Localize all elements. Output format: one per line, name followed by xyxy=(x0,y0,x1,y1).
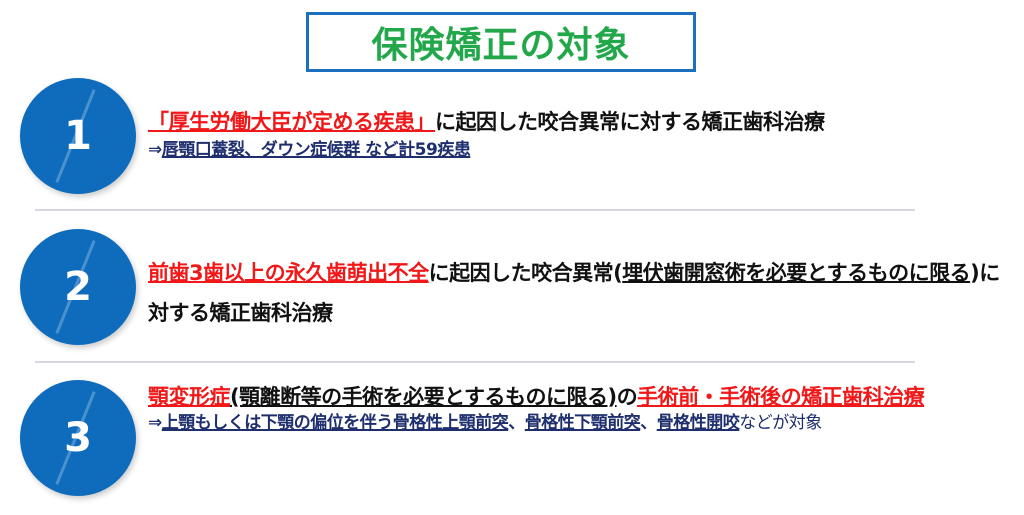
page-title: 保険矯正の対象 xyxy=(371,25,631,66)
item-main-text: 前歯3歯以上の永久歯萌出不全に起因した咬合異常(埋伏歯開窓術を必要とするものに限… xyxy=(148,253,1013,333)
text-segment: の xyxy=(616,385,638,409)
number-badge-1: 1 xyxy=(20,78,136,194)
text-segment: 、 xyxy=(640,413,657,433)
text-segment: 唇顎口蓋裂、ダウン症候群 など計59疾患 xyxy=(161,140,471,160)
number-label: 3 xyxy=(64,415,92,461)
text-segment: (顎離断等の手術を必要とするものに限る) xyxy=(230,385,617,409)
item-main-text: 顎変形症(顎離断等の手術を必要とするものに限る)の手術前・手術後の矯正歯科治療 xyxy=(148,383,1013,412)
text-segment: ⇒ xyxy=(148,140,162,160)
text-segment: 骨格性下顎前突 xyxy=(524,413,641,433)
number-badge-2: 2 xyxy=(20,229,136,345)
text-segment: 前歯3歯以上の永久歯萌出不全 xyxy=(148,261,429,285)
text-segment: に起因した咬合異常( xyxy=(428,261,623,285)
divider xyxy=(35,361,915,363)
text-segment: 上顎もしくは下顎の偏位を伴う骨格性上顎前突 xyxy=(161,413,509,433)
text-segment: などが対象 xyxy=(739,413,822,433)
item-1: 「厚生労働大臣が定める疾患」に起因した咬合異常に対する矯正歯科治療 ⇒唇顎口蓋裂… xyxy=(148,105,1013,161)
divider xyxy=(35,209,915,211)
item-main-text: 「厚生労働大臣が定める疾患」に起因した咬合異常に対する矯正歯科治療 xyxy=(148,105,1013,139)
number-label: 1 xyxy=(64,113,92,159)
text-segment: 骨格性開咬 xyxy=(656,413,740,433)
text-segment: ⇒ xyxy=(148,413,162,433)
text-segment: に起因した咬合異常に対する矯正歯科治療 xyxy=(435,110,825,134)
text-segment: 顎変形症 xyxy=(148,385,231,409)
text-segment: 、 xyxy=(508,413,525,433)
title-box: 保険矯正の対象 xyxy=(306,12,696,72)
text-segment: 手術前・手術後の矯正歯科治療 xyxy=(637,385,925,409)
number-label: 2 xyxy=(64,264,92,310)
item-sub-text: ⇒唇顎口蓋裂、ダウン症候群 など計59疾患 xyxy=(148,139,1013,161)
text-segment: 埋伏歯開窓術を必要とするものに限る xyxy=(622,261,971,285)
text-segment: 「厚生労働大臣が定める疾患」 xyxy=(148,110,436,134)
number-badge-3: 3 xyxy=(20,380,136,496)
item-2: 前歯3歯以上の永久歯萌出不全に起因した咬合異常(埋伏歯開窓術を必要とするものに限… xyxy=(148,253,1013,333)
item-sub-text: ⇒上顎もしくは下顎の偏位を伴う骨格性上顎前突、骨格性下顎前突、骨格性開咬などが対… xyxy=(148,412,1013,434)
item-3: 顎変形症(顎離断等の手術を必要とするものに限る)の手術前・手術後の矯正歯科治療 … xyxy=(148,383,1013,434)
text-segment: )に対する矯正歯科治療 xyxy=(148,261,1000,325)
